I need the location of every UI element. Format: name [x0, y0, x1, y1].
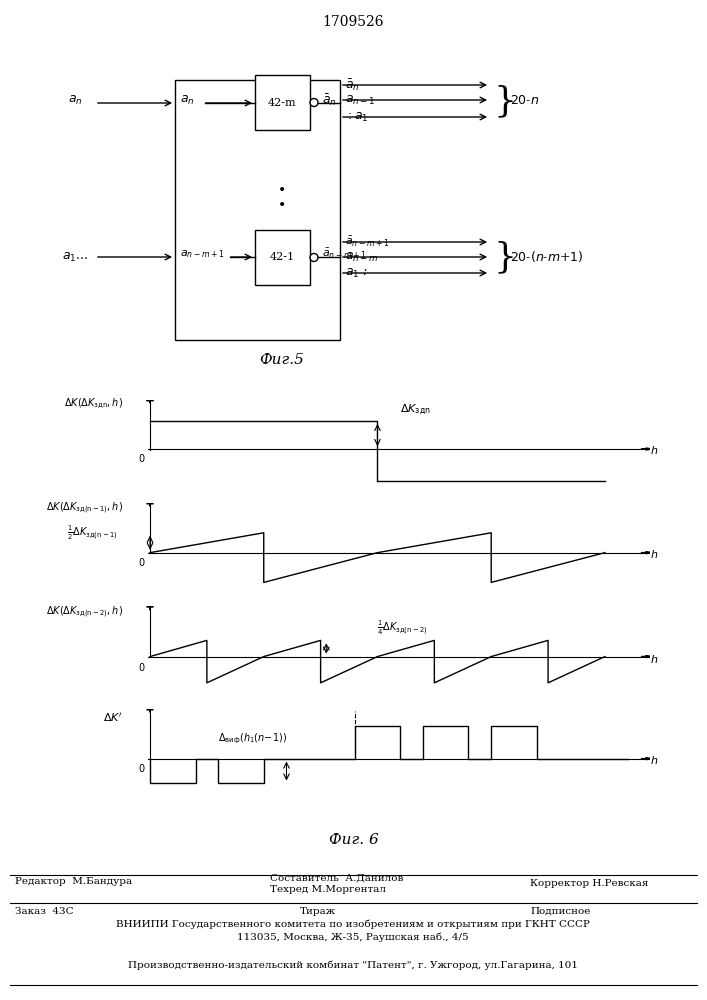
Text: $\Delta_{\rm виф}(h_1(n{-}1))$: $\Delta_{\rm виф}(h_1(n{-}1))$ [218, 732, 287, 746]
Text: Тираж: Тираж [300, 906, 336, 916]
FancyArrow shape [641, 552, 653, 554]
Text: $a_1$...: $a_1$... [62, 250, 88, 264]
Text: $h$: $h$ [650, 444, 659, 456]
Text: }: } [493, 240, 516, 274]
Text: $h$: $h$ [650, 754, 659, 766]
Text: •: • [278, 183, 286, 197]
Text: $a_{n-1}$: $a_{n-1}$ [345, 93, 375, 107]
Text: Фиг. 6: Фиг. 6 [329, 833, 378, 847]
Text: $0$: $0$ [138, 556, 146, 568]
Text: $a_1$ :: $a_1$ : [345, 266, 368, 280]
FancyArrow shape [146, 399, 153, 403]
Text: $20$-$(n$-$m$+$1)$: $20$-$(n$-$m$+$1)$ [510, 249, 583, 264]
Text: Производственно-издательский комбинат "Патент", г. Ужгород, ул.Гагарина, 101: Производственно-издательский комбинат "П… [128, 960, 578, 970]
Text: Составитель  А.Данилов: Составитель А.Данилов [270, 874, 404, 882]
Text: $0$: $0$ [138, 762, 146, 774]
Text: $\Delta K(\Delta K_{\rm зд(n-2)},h)$: $\Delta K(\Delta K_{\rm зд(n-2)},h)$ [46, 604, 123, 620]
Bar [255, 75, 310, 130]
Text: $\frac{1}{2}\Delta K_{\rm зд(n-1)}$: $\frac{1}{2}\Delta K_{\rm зд(n-1)}$ [67, 524, 118, 542]
Text: $a_n$: $a_n$ [180, 93, 194, 107]
Text: $\Delta K'$: $\Delta K'$ [103, 711, 123, 724]
Text: $\bar{a}_{n-m+1}$: $\bar{a}_{n-m+1}$ [322, 247, 367, 261]
Text: $\bar{a}_{n-m+1}$: $\bar{a}_{n-m+1}$ [345, 235, 390, 249]
Text: 42-1: 42-1 [270, 252, 295, 262]
Circle shape [310, 253, 318, 261]
Text: Заказ  43С: Заказ 43С [15, 906, 74, 916]
FancyArrow shape [146, 605, 153, 610]
FancyArrow shape [641, 656, 653, 658]
FancyArrow shape [146, 502, 153, 506]
Circle shape [310, 99, 318, 106]
Text: Корректор Н.Ревская: Корректор Н.Ревская [530, 880, 648, 888]
Text: $\Delta K(\Delta K_{\rm зд(n-1)},h)$: $\Delta K(\Delta K_{\rm зд(n-1)},h)$ [46, 500, 123, 516]
Text: $a_n$: $a_n$ [68, 93, 82, 107]
Text: $20$-$n$: $20$-$n$ [510, 95, 539, 107]
Text: Редактор  М.Бандура: Редактор М.Бандура [15, 878, 132, 886]
Text: $a_{n-m}$: $a_{n-m}$ [345, 250, 379, 264]
Text: 1709526: 1709526 [322, 15, 384, 29]
Bar [255, 230, 310, 285]
Text: $0$: $0$ [138, 661, 146, 673]
Text: $\Delta K_{\rm зд n}$: $\Delta K_{\rm зд n}$ [400, 402, 431, 417]
FancyArrow shape [146, 708, 153, 712]
Text: $:a_1$: $:a_1$ [345, 110, 368, 124]
FancyArrow shape [641, 448, 653, 450]
Text: $\bar{a}_n$: $\bar{a}_n$ [322, 92, 337, 108]
Bar [175, 80, 340, 340]
Text: $h$: $h$ [650, 653, 659, 665]
Text: Фиг.5: Фиг.5 [259, 353, 305, 367]
FancyArrow shape [641, 758, 653, 760]
Text: Техред М.Моргентал: Техред М.Моргентал [270, 884, 386, 894]
Text: $0$: $0$ [138, 452, 146, 464]
Text: ВНИИПИ Государственного комитета по изобретениям и открытиям при ГКНТ СССР: ВНИИПИ Государственного комитета по изоб… [116, 919, 590, 929]
Text: 42-m: 42-m [268, 98, 297, 107]
Text: $h$: $h$ [650, 548, 659, 560]
Text: }: } [493, 84, 516, 118]
Text: $\Delta K(\Delta K_{\rm зд n},h)$: $\Delta K(\Delta K_{\rm зд n},h)$ [64, 397, 123, 411]
Text: 113035, Москва, Ж-35, Раушская наб., 4/5: 113035, Москва, Ж-35, Раушская наб., 4/5 [237, 932, 469, 942]
Text: $\bar{a}_n$: $\bar{a}_n$ [345, 77, 360, 93]
Text: $\frac{1}{4}\Delta K_{\rm зд(n-2)}$: $\frac{1}{4}\Delta K_{\rm зд(n-2)}$ [378, 619, 428, 637]
Text: Подписное: Подписное [530, 906, 590, 916]
Text: $a_{n-m+1}$: $a_{n-m+1}$ [180, 248, 225, 260]
Text: •: • [278, 198, 286, 212]
